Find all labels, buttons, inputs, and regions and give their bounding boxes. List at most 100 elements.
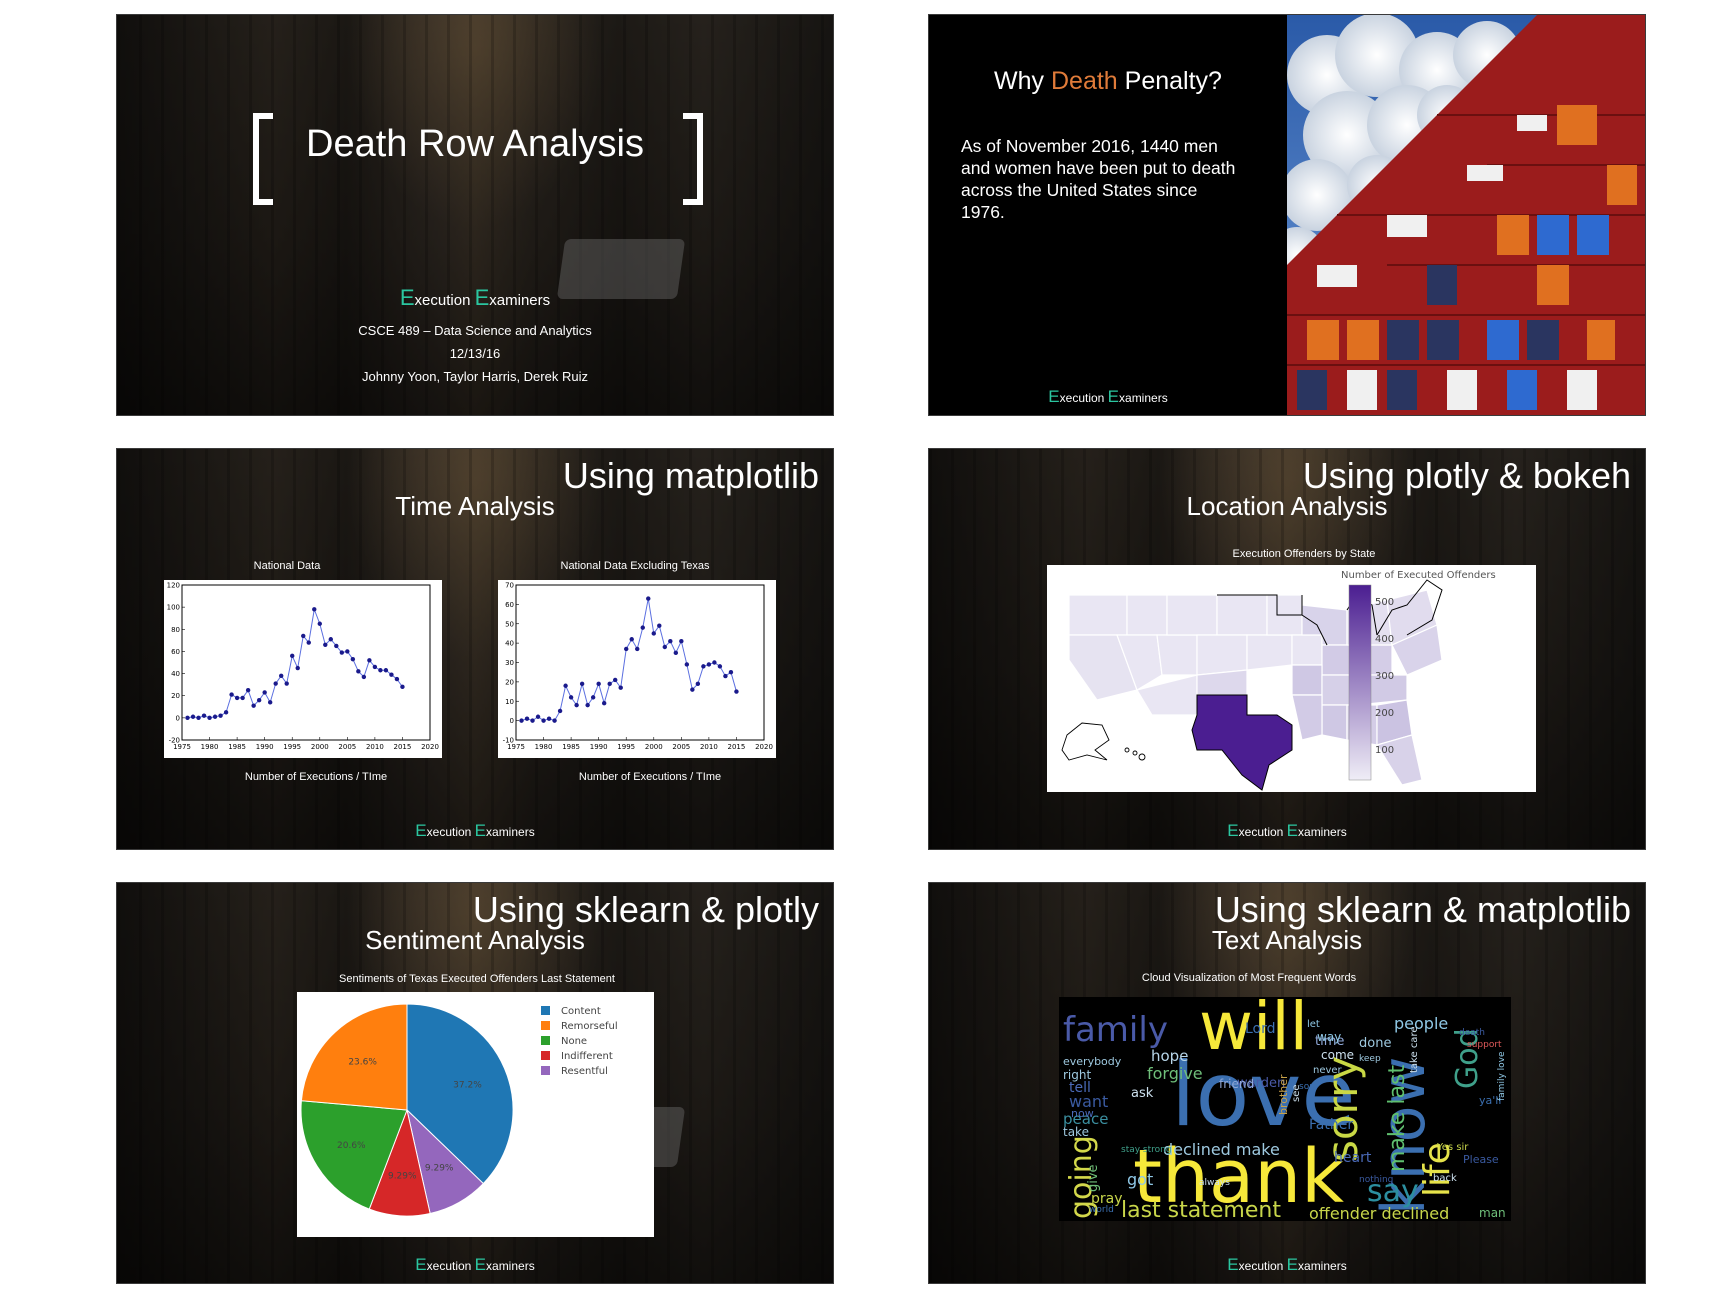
data-point [618, 685, 623, 690]
legend-label: Resentful [561, 1066, 608, 1077]
cloud-word: forgive [1147, 1064, 1203, 1083]
y-tick-label: 20 [505, 678, 514, 686]
y-tick-label: 0 [510, 717, 514, 725]
cloud-word: God [1450, 1028, 1485, 1089]
cloud-word: see [1291, 1084, 1302, 1102]
cloud-word: pray [1091, 1191, 1123, 1207]
pie-slice [300, 1003, 408, 1111]
y-tick-label: 0 [176, 714, 180, 722]
presentation-title: Death Row Analysis [306, 123, 644, 165]
pie-slice-label: 37.2% [453, 1080, 482, 1090]
data-point [635, 646, 640, 652]
cloud-word: family love [1497, 1051, 1507, 1101]
y-tick-label: 80 [171, 626, 180, 634]
data-point [668, 638, 673, 644]
cloud-word: death [1459, 1028, 1485, 1038]
cloud-word: Father [1309, 1117, 1353, 1133]
cloud-word: heart [1334, 1150, 1372, 1166]
data-point [229, 692, 234, 697]
cloud-word: everybody [1063, 1055, 1122, 1068]
slide-footer-brand: Execution Examiners [415, 821, 535, 840]
data-point [218, 713, 223, 718]
word-cloud-title: Cloud Visualization of Most Frequent Wor… [1141, 972, 1357, 984]
y-tick-label: 100 [167, 604, 180, 612]
data-point [367, 658, 372, 663]
cloud-word: got [1127, 1170, 1153, 1189]
cloud-word: peace [1063, 1110, 1108, 1128]
data-point [596, 681, 601, 687]
data-point [317, 621, 322, 626]
slide-body-text: As of November 2016, 1440 men and women … [961, 136, 1236, 222]
line-chart-national: -20 0 20 40 60 80 100 120 1975 1980 1985 1990 1995 20… [167, 582, 439, 752]
chart-xlabel-national: Number of Executions / TIme [244, 771, 388, 783]
line-chart-excluding-texas: -10 0 10 20 30 40 50 60 70 1975 1980 1985 1990 1995 20… [503, 582, 773, 752]
legend-label: None [561, 1036, 587, 1047]
data-point [339, 650, 345, 655]
slide-text-analysis[interactable]: Using sklearn & matplotlib Text Analysis… [928, 882, 1646, 1284]
cloud-word: way [1317, 1030, 1341, 1044]
slide-sentiment-analysis[interactable]: Using sklearn & plotly Sentiment Analysi… [116, 882, 834, 1284]
slide-why-death-penalty[interactable]: Why Death Penalty? As of November 2016, … [928, 14, 1646, 416]
slide-time-analysis[interactable]: Using matplotlib Time Analysis National … [116, 448, 834, 850]
data-point [651, 631, 656, 636]
y-tick-label: 60 [171, 648, 180, 656]
data-point [223, 710, 229, 715]
data-point [613, 677, 618, 683]
data-point [624, 646, 629, 652]
data-point [717, 664, 723, 669]
cloud-word: keep [1359, 1054, 1381, 1064]
data-point [185, 715, 190, 721]
data-point [535, 714, 541, 719]
data-point [256, 697, 262, 703]
data-point [273, 681, 278, 686]
colorbar-tick: 400 [1375, 634, 1394, 645]
cloud-word: back [1433, 1173, 1457, 1184]
data-point [279, 673, 284, 678]
cloud-word: say [1367, 1174, 1419, 1209]
map-title: Execution Offenders by State [1232, 548, 1376, 560]
cloud-word: never [1313, 1065, 1343, 1076]
brand-first-rest: xecution [414, 292, 475, 309]
slide-heading: Using plotly & bokeh [1302, 455, 1631, 496]
title-bracket-left [253, 113, 273, 205]
cloud-word: Please [1463, 1153, 1499, 1166]
cloud-word: ya'll [1479, 1094, 1501, 1107]
legend-label: Indifferent [561, 1051, 613, 1062]
colorbar-tick: 300 [1375, 671, 1394, 682]
y-tick-label: 40 [505, 640, 514, 648]
cloud-word: now [1071, 1107, 1094, 1120]
x-tick-label: 1995 [617, 743, 635, 751]
data-point [267, 700, 273, 705]
cloud-word: want [1069, 1092, 1108, 1111]
series-line [521, 598, 737, 722]
chart-xlabel-excluding-texas: Number of Executions / TIme [578, 771, 722, 783]
presentation-date: 12/13/16 [449, 346, 501, 361]
x-tick-label: 2020 [421, 743, 439, 751]
pie-chart: 37.2% 9.29% 9.29% 20.6% 23.6% Content Remorsef… [300, 1003, 618, 1217]
data-point [706, 662, 712, 667]
cloud-word: time [1315, 1034, 1344, 1049]
slide-title[interactable]: Death Row Analysis Execution Examiners C… [116, 14, 834, 416]
y-tick-label: 40 [171, 670, 180, 678]
slide-location-analysis[interactable]: Using plotly & bokeh Location Analysis E… [928, 448, 1646, 850]
data-point [378, 668, 383, 673]
data-point [301, 633, 306, 639]
data-point [568, 695, 574, 700]
colorbar-tick: 200 [1375, 708, 1394, 719]
data-point [701, 664, 706, 669]
building-photo [1287, 15, 1645, 415]
cloud-word: son [1299, 1082, 1315, 1092]
data-point [552, 718, 557, 723]
data-point [389, 672, 394, 677]
legend-label: Remorseful [561, 1021, 618, 1032]
y-tick-label: 10 [505, 698, 514, 706]
data-point [695, 681, 701, 687]
data-point [350, 656, 356, 662]
data-point [383, 668, 389, 673]
chart-national-panel: -20 0 20 40 60 80 100 120 1975 1980 1985 1990 1995 20… [164, 580, 442, 758]
slide-heading: Using matplotlib [562, 455, 819, 496]
cloud-word: right [1063, 1068, 1091, 1082]
legend-swatch [541, 1006, 550, 1015]
brand-second-cap: E [474, 285, 490, 310]
data-point [262, 690, 267, 695]
